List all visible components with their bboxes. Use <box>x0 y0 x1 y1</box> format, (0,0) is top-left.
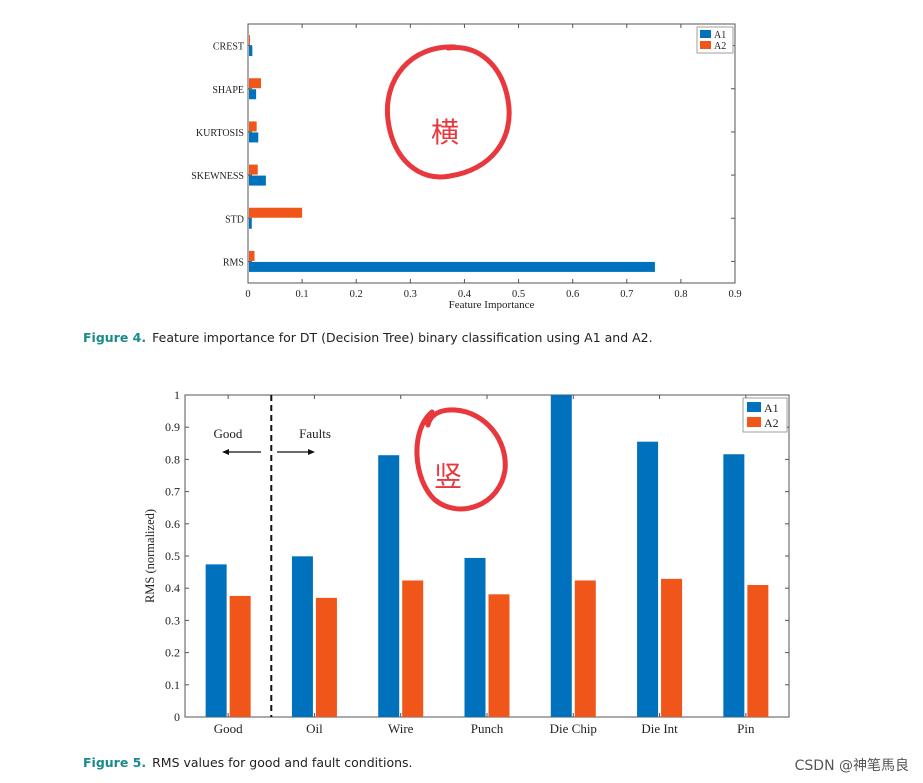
bar-a1-pin <box>723 454 745 717</box>
x-tick-label: 0.5 <box>512 289 525 300</box>
y-tick-label: 0 <box>174 710 180 724</box>
bar-a2-pin <box>747 584 769 717</box>
bar-a1-std <box>249 218 252 229</box>
legend-label-a2: A2 <box>764 416 779 430</box>
bar-a1-punch <box>464 557 486 717</box>
bar-a2-wire <box>402 580 424 717</box>
plot-frame <box>184 394 790 718</box>
legend-swatch-a1 <box>747 402 761 412</box>
bar-a1-oil <box>291 556 313 717</box>
x-tick-label: 0.2 <box>350 289 363 300</box>
annotation-circle <box>414 407 508 512</box>
y-tick-label: SHAPE <box>212 85 244 96</box>
x-axis-label: Feature Importance <box>449 299 535 311</box>
x-tick-label: 0.6 <box>566 289 579 300</box>
x-tick-label: 0 <box>245 289 250 300</box>
y-tick-label: 0.1 <box>165 678 180 692</box>
x-tick-label: Oil <box>306 721 323 736</box>
x-tick-label: 0.4 <box>458 289 472 300</box>
x-tick-label: Punch <box>471 721 504 736</box>
y-tick-label: SKEWNESS <box>191 171 244 182</box>
legend-swatch-a2 <box>747 417 761 427</box>
bar-a2-std <box>249 207 303 218</box>
bar-a2-punch <box>488 594 510 717</box>
bar-a1-skewness <box>249 175 266 186</box>
figure4-caption: Figure 4. Feature importance for DT (Deci… <box>83 330 653 345</box>
bar-a1-crest <box>249 46 253 57</box>
y-tick-label: 0.5 <box>165 549 180 563</box>
figure4-caption-text: Feature importance for DT (Decision Tree… <box>152 330 653 345</box>
bar-a2-die-int <box>661 578 683 717</box>
y-tick-label: 0.9 <box>165 420 180 434</box>
y-tick-label: 0.6 <box>165 517 180 531</box>
watermark: CSDN @神笔馬良 <box>794 758 909 774</box>
annotation-text: 竖 <box>434 460 462 493</box>
x-tick-label: Wire <box>388 721 414 736</box>
good-arrow-head <box>222 449 229 455</box>
bar-a2-crest <box>249 35 250 46</box>
y-tick-label: KURTOSIS <box>196 128 244 139</box>
annotation-circle <box>384 44 512 180</box>
bar-a1-die-int <box>637 441 659 717</box>
legend-swatch-a1 <box>700 30 711 38</box>
figure5-caption-label: Figure 5. <box>83 755 147 770</box>
x-tick-label: Die Int <box>641 721 678 736</box>
faults-arrow-head <box>308 449 315 455</box>
y-tick-label: RMS <box>223 257 244 268</box>
legend-swatch-a2 <box>700 41 711 49</box>
y-tick-label: 0.3 <box>165 613 180 627</box>
handwritten-annotation: 横 <box>384 44 512 180</box>
x-tick-label: Pin <box>737 721 755 736</box>
legend-label-a2: A2 <box>714 41 726 52</box>
legend-label-a1: A1 <box>764 401 779 415</box>
annotation-text: 横 <box>431 116 459 149</box>
bar-a1-rms <box>249 261 655 272</box>
bar-a2-rms <box>249 250 255 261</box>
feature-importance-chart: RMS STD SKEWNESS KURTOSIS SHAPE CREST 0 0.1 0.2 0… <box>191 23 742 311</box>
x-tick-label: 0.1 <box>296 289 309 300</box>
y-axis-label: RMS (normalized) <box>143 509 157 603</box>
bar-a2-kurtosis <box>249 121 257 132</box>
figure5-caption: Figure 5. RMS values for good and fault c… <box>83 755 413 770</box>
y-tick-label: 1 <box>174 388 180 402</box>
bar-a2-oil <box>315 597 337 717</box>
figure5-caption-text: RMS values for good and fault conditions… <box>152 755 413 770</box>
bar-a1-kurtosis <box>249 132 259 143</box>
bar-a1-shape <box>249 89 257 100</box>
x-tick-label: 0.3 <box>404 289 417 300</box>
figure4-caption-label: Figure 4. <box>83 330 147 345</box>
good-label: Good <box>214 426 243 441</box>
bar-a1-wire <box>378 455 400 717</box>
bar-a1-die-chip <box>550 395 572 717</box>
x-tick-label: 0.7 <box>620 289 633 300</box>
bar-a2-shape <box>249 78 261 89</box>
bar-a2-good <box>229 595 251 717</box>
y-tick-label: 0.8 <box>165 452 180 466</box>
y-tick-label: 0.7 <box>165 485 180 499</box>
y-tick-label: 0.4 <box>165 581 180 595</box>
bar-a2-die-chip <box>574 580 596 717</box>
handwritten-annotation: 竖 <box>414 407 508 512</box>
x-tick-label: 0.9 <box>728 289 741 300</box>
y-tick-label: STD <box>225 214 244 225</box>
y-tick-label: 0.2 <box>165 646 180 660</box>
bar-a2-skewness <box>249 164 258 175</box>
bar-a1-good <box>205 564 227 717</box>
faults-label: Faults <box>299 426 331 441</box>
legend-label-a1: A1 <box>714 30 726 41</box>
x-tick-label: Die Chip <box>550 721 597 736</box>
y-tick-label: CREST <box>213 42 244 53</box>
x-tick-label: 0.8 <box>674 289 687 300</box>
x-tick-label: Good <box>214 721 243 736</box>
